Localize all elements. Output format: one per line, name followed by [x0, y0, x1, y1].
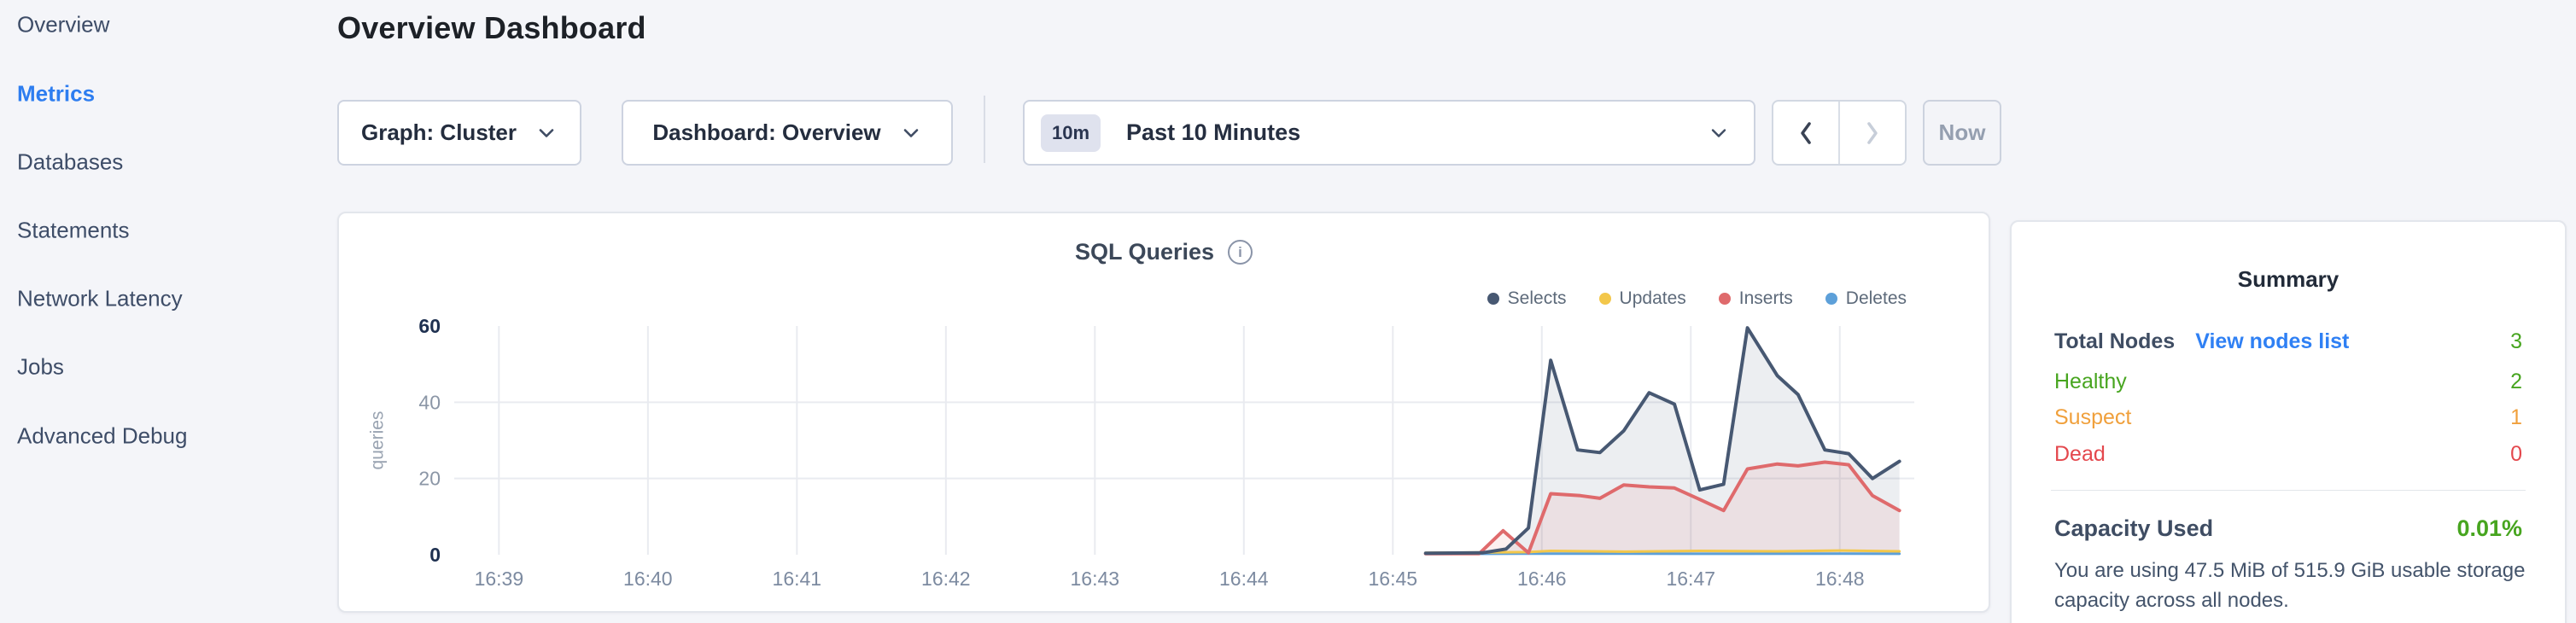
dead-label: Dead [2054, 441, 2106, 466]
sidebar-item-overview[interactable]: Overview [17, 11, 110, 38]
sidebar-item-statements[interactable]: Statements [17, 217, 130, 243]
info-icon[interactable]: i [1228, 240, 1253, 265]
y-axis-tick-label: 60 [418, 315, 441, 337]
x-axis-tick-label: 16:42 [921, 568, 971, 590]
chart-title: SQL Queries [1074, 239, 1215, 265]
x-axis-tick-label: 16:48 [1815, 568, 1865, 590]
chevron-down-icon [900, 122, 922, 144]
time-range-label: Past 10 Minutes [1126, 119, 1301, 145]
capacity-used-label: Capacity Used [2054, 515, 2214, 541]
y-axis-title: queries [368, 411, 388, 470]
dashboard-dropdown[interactable]: Dashboard: Overview [622, 100, 953, 166]
y-axis-tick-label: 0 [429, 544, 441, 566]
capacity-description: You are using 47.5 MiB of 515.9 GiB usab… [2054, 559, 2526, 612]
time-step-buttons [1772, 100, 1907, 166]
x-axis-tick-label: 16:43 [1071, 568, 1120, 590]
line-updates [1424, 549, 1901, 555]
chevron-down-icon [1708, 122, 1730, 144]
dead-value: 0 [2510, 441, 2522, 466]
y-axis-tick-label: 20 [418, 468, 441, 490]
x-axis-tick-label: 16:44 [1219, 568, 1269, 590]
sidebar-item-metrics[interactable]: Metrics [17, 80, 96, 107]
x-axis-tick-label: 16:41 [773, 568, 822, 590]
chart-legend: Selects Updates Inserts Deletes [1487, 288, 1907, 309]
area-selects [1425, 328, 1900, 555]
legend-item-inserts: Inserts [1718, 288, 1793, 309]
capacity-used-value: 0.01% [2456, 515, 2522, 541]
total-nodes-row: Total Nodes View nodes list 3 [2054, 327, 2522, 356]
summary-panel: Summary Total Nodes View nodes list 3 He… [2010, 220, 2567, 623]
x-axis-tick-label: 16:40 [623, 568, 673, 590]
y-axis-tick-label: 40 [418, 391, 441, 413]
total-nodes-value: 3 [2510, 329, 2522, 353]
suspect-label: Suspect [2054, 405, 2132, 429]
now-button[interactable]: Now [1923, 100, 2001, 166]
healthy-nodes-row: Healthy 2 [2054, 367, 2522, 396]
total-nodes-label: Total Nodes [2054, 329, 2176, 353]
legend-label: Updates [1619, 288, 1686, 308]
page-title: Overview Dashboard [337, 10, 646, 45]
healthy-value: 2 [2510, 369, 2522, 393]
legend-dot-deletes [1825, 293, 1837, 305]
summary-divider [2051, 490, 2526, 491]
graph-scope-dropdown[interactable]: Graph: Cluster [337, 100, 581, 166]
chevron-down-icon [535, 122, 558, 144]
sql-queries-plot[interactable]: 0 20 40 60 16:39 16:40 16:41 16:42 16:43 16:44 16:… [339, 213, 1989, 611]
view-nodes-list-link[interactable]: View nodes list [2195, 329, 2350, 353]
sidebar-item-advanced-debug[interactable]: Advanced Debug [17, 422, 188, 449]
area-inserts [1425, 462, 1900, 555]
legend-label: Deletes [1845, 288, 1907, 308]
legend-dot-inserts [1718, 293, 1731, 305]
legend-dot-selects [1487, 293, 1499, 305]
x-axis-tick-label: 16:47 [1666, 568, 1715, 590]
capacity-used-row: Capacity Used 0.01% [2054, 514, 2522, 543]
legend-item-selects: Selects [1487, 288, 1567, 309]
next-time-button[interactable] [1838, 102, 1905, 164]
sidebar: Overview Metrics Databases Statements Networ… [0, 0, 318, 623]
x-axis-tick-label: 16:46 [1517, 568, 1567, 590]
toolbar-divider [984, 96, 985, 163]
x-axis-tick-label: 16:45 [1369, 568, 1418, 590]
sidebar-item-network-latency[interactable]: Network Latency [17, 285, 183, 312]
legend-item-updates: Updates [1598, 288, 1686, 309]
suspect-nodes-row: Suspect 1 [2054, 403, 2522, 432]
previous-time-button[interactable] [1773, 102, 1838, 164]
line-selects [1423, 326, 1901, 556]
healthy-label: Healthy [2054, 369, 2127, 393]
time-range-badge: 10m [1041, 114, 1101, 152]
legend-dot-updates [1598, 293, 1611, 305]
time-range-selector[interactable]: 10m Past 10 Minutes [1023, 100, 1755, 166]
sql-queries-chart-card: SQL Queries i Selects Updates Inserts Delet… [337, 212, 1990, 613]
suspect-value: 1 [2510, 405, 2522, 429]
dashboard-label: Dashboard: Overview [652, 119, 881, 145]
summary-title: Summary [2237, 266, 2339, 292]
x-axis-tick-label: 16:39 [475, 568, 524, 590]
line-inserts [1423, 460, 1901, 556]
legend-item-deletes: Deletes [1825, 288, 1907, 309]
sidebar-item-databases[interactable]: Databases [17, 148, 124, 175]
dead-nodes-row: Dead 0 [2054, 440, 2522, 469]
legend-label: Inserts [1738, 288, 1793, 308]
legend-label: Selects [1507, 288, 1567, 308]
sidebar-item-jobs[interactable]: Jobs [17, 353, 64, 380]
graph-scope-label: Graph: Cluster [360, 119, 517, 145]
